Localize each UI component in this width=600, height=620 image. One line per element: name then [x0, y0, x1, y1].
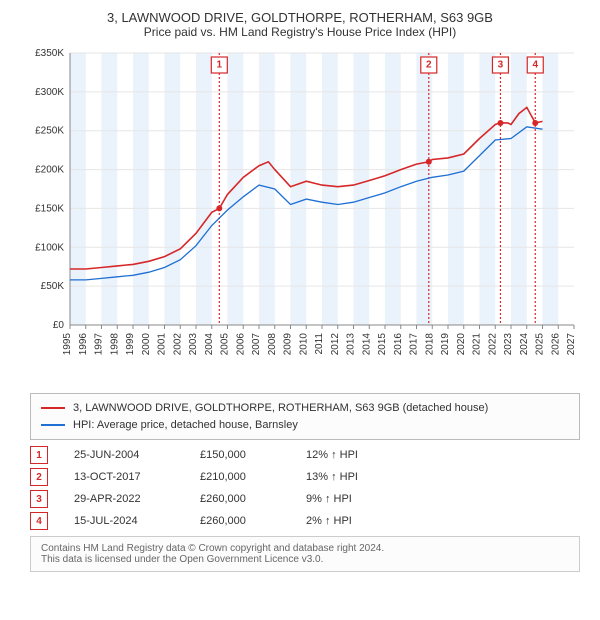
- x-tick-label: 1995: [62, 333, 73, 356]
- sale-point: [532, 120, 538, 126]
- x-tick-label: 2020: [456, 333, 467, 356]
- y-tick-label: £150K: [35, 203, 64, 214]
- x-tick-label: 2013: [346, 333, 357, 356]
- sale-price: £150,000: [200, 449, 280, 461]
- y-tick-label: £200K: [35, 165, 64, 176]
- sale-marker: 2: [426, 60, 432, 71]
- y-tick-label: £100K: [35, 242, 64, 253]
- x-tick-label: 2016: [393, 333, 404, 356]
- x-tick-label: 2004: [204, 333, 215, 356]
- sale-row: 1 25-JUN-2004 £150,000 12% ↑ HPI: [30, 446, 580, 464]
- sale-marker: 3: [30, 490, 48, 508]
- y-tick-label: £350K: [35, 48, 64, 59]
- legend-swatch: [41, 407, 65, 409]
- page-title: 3, LAWNWOOD DRIVE, GOLDTHORPE, ROTHERHAM…: [10, 10, 590, 25]
- sales-table: 1 25-JUN-2004 £150,000 12% ↑ HPI 2 13-OCT-201…: [30, 446, 580, 530]
- sale-date: 13-OCT-2017: [74, 471, 174, 483]
- footer-line: Contains HM Land Registry data © Crown c…: [41, 543, 569, 554]
- x-tick-label: 2023: [503, 333, 514, 356]
- price-chart: £0 £50K £100K £150K £200K £250K £300K £350K 1995…: [20, 45, 580, 385]
- sale-price: £260,000: [200, 493, 280, 505]
- sale-price: £260,000: [200, 515, 280, 527]
- legend-label: 3, LAWNWOOD DRIVE, GOLDTHORPE, ROTHERHAM…: [73, 400, 488, 417]
- y-tick-label: £250K: [35, 126, 64, 137]
- x-tick-label: 2005: [220, 333, 231, 356]
- x-tick-label: 2021: [472, 333, 483, 356]
- sale-marker: 1: [217, 60, 223, 71]
- x-tick-label: 2019: [440, 333, 451, 356]
- x-tick-label: 2001: [157, 333, 168, 356]
- y-tick-label: £50K: [41, 281, 65, 292]
- page-subtitle: Price paid vs. HM Land Registry's House …: [10, 25, 590, 39]
- x-tick-label: 2006: [235, 333, 246, 356]
- x-tick-label: 2027: [566, 333, 577, 356]
- x-tick-label: 2018: [424, 333, 435, 356]
- x-tick-label: 2017: [409, 333, 420, 356]
- x-tick-label: 2009: [283, 333, 294, 356]
- sale-date: 15-JUL-2024: [74, 515, 174, 527]
- x-tick-label: 2008: [267, 333, 278, 356]
- x-tick-label: 2014: [361, 333, 372, 356]
- sale-point: [426, 159, 432, 165]
- sale-price: £210,000: [200, 471, 280, 483]
- sale-vs-hpi: 12% ↑ HPI: [306, 449, 446, 461]
- x-tick-label: 2002: [172, 333, 183, 356]
- sale-vs-hpi: 13% ↑ HPI: [306, 471, 446, 483]
- y-tick-label: £0: [53, 320, 65, 331]
- x-tick-label: 2024: [519, 333, 530, 356]
- x-tick-label: 2025: [535, 333, 546, 356]
- sale-row: 2 13-OCT-2017 £210,000 13% ↑ HPI: [30, 468, 580, 486]
- attribution-footer: Contains HM Land Registry data © Crown c…: [30, 536, 580, 572]
- x-tick-label: 1999: [125, 333, 136, 356]
- sale-marker: 3: [498, 60, 504, 71]
- sale-marker: 2: [30, 468, 48, 486]
- x-tick-label: 2010: [298, 333, 309, 356]
- legend-swatch: [41, 424, 65, 426]
- x-tick-label: 2022: [487, 333, 498, 356]
- legend-item: 3, LAWNWOOD DRIVE, GOLDTHORPE, ROTHERHAM…: [41, 400, 569, 417]
- x-tick-label: 2000: [141, 333, 152, 356]
- sale-point: [216, 205, 222, 211]
- sale-marker: 4: [30, 512, 48, 530]
- footer-line: This data is licensed under the Open Gov…: [41, 554, 569, 565]
- x-tick-label: 1996: [78, 333, 89, 356]
- sale-date: 25-JUN-2004: [74, 449, 174, 461]
- sale-row: 3 29-APR-2022 £260,000 9% ↑ HPI: [30, 490, 580, 508]
- legend-label: HPI: Average price, detached house, Barn…: [73, 417, 298, 434]
- x-tick-label: 2011: [314, 333, 325, 355]
- legend-item: HPI: Average price, detached house, Barn…: [41, 417, 569, 434]
- x-tick-label: 2007: [251, 333, 262, 356]
- x-tick-label: 1997: [94, 333, 105, 356]
- sale-row: 4 15-JUL-2024 £260,000 2% ↑ HPI: [30, 512, 580, 530]
- sale-vs-hpi: 2% ↑ HPI: [306, 515, 446, 527]
- sale-point: [497, 120, 503, 126]
- x-tick-label: 2026: [550, 333, 561, 356]
- y-tick-label: £300K: [35, 87, 64, 98]
- sale-marker: 1: [30, 446, 48, 464]
- x-tick-label: 2012: [330, 333, 341, 356]
- x-tick-label: 1998: [109, 333, 120, 356]
- sale-vs-hpi: 9% ↑ HPI: [306, 493, 446, 505]
- legend: 3, LAWNWOOD DRIVE, GOLDTHORPE, ROTHERHAM…: [30, 393, 580, 440]
- x-tick-label: 2003: [188, 333, 199, 356]
- x-tick-label: 2015: [377, 333, 388, 356]
- sale-marker: 4: [532, 60, 538, 71]
- sale-date: 29-APR-2022: [74, 493, 174, 505]
